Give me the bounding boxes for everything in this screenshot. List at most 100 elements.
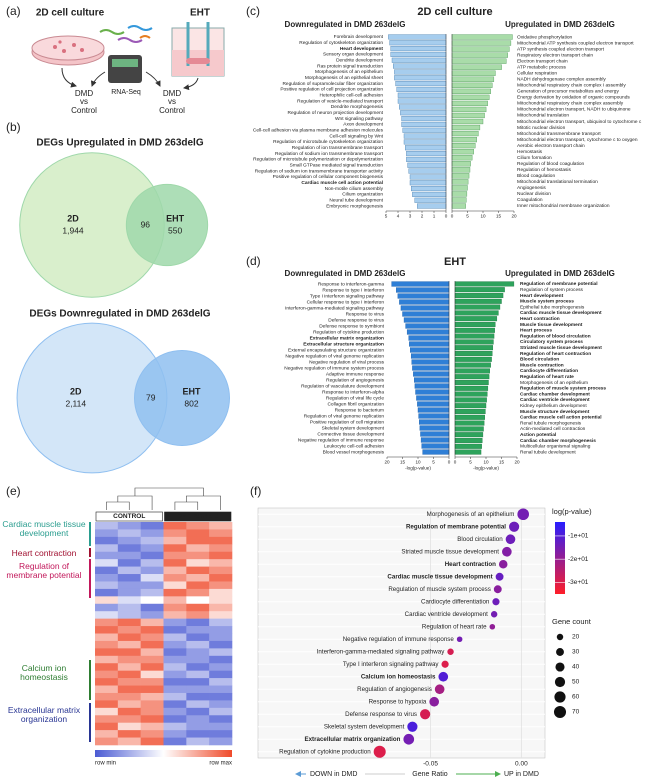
bar (451, 118, 484, 125)
x-tick-label: -0.05 (423, 761, 438, 768)
term-label: Morphogenesis of an epithelial sheet (305, 75, 384, 81)
x-tick-label: 2 (421, 214, 424, 219)
term-label: Mitochondrial electron transport, ubiqui… (517, 119, 642, 125)
heatmap-cell (95, 692, 119, 701)
term-label: Embryonic morphogenesis (326, 203, 383, 209)
term-label: Connective tissue development (317, 431, 384, 437)
term-label: Skeletal system development (324, 723, 405, 730)
heatmap-cell (163, 581, 187, 590)
heatmap-cell (117, 640, 141, 649)
annotation-label: Heart contraction (11, 548, 77, 558)
x-tick-label: 3 (409, 214, 412, 219)
bar (451, 155, 473, 161)
term-label: Type I interferon signaling pathway (310, 293, 385, 299)
bar (451, 106, 487, 113)
bar (418, 413, 450, 419)
bar (451, 130, 479, 137)
color-scale (95, 750, 232, 757)
bar (420, 437, 450, 443)
heatmap-cell (186, 715, 210, 723)
venn-set-label: 2D (70, 386, 82, 396)
bar (451, 173, 470, 179)
term-label: Hemostasis (517, 149, 543, 155)
bar (454, 327, 495, 333)
bar (401, 121, 447, 127)
dot (509, 521, 520, 532)
term-label: Heart development (520, 293, 564, 299)
color-tick-label: -2e+01 (568, 556, 589, 563)
dot (502, 546, 512, 557)
heatmap-cell (140, 529, 164, 538)
venn-title: DEGs Downregulated in DMD 263delG (29, 309, 210, 320)
term-label: Regulation of sodium ion transmembrane t… (275, 151, 384, 157)
heatmap-cell (140, 626, 164, 634)
bar (391, 57, 447, 63)
dot (505, 534, 516, 545)
x-tick-label: 5 (469, 460, 472, 465)
annotation-label: Regulation of membrane potential (6, 561, 82, 580)
term-label: Positive regulation of cell projection o… (280, 87, 383, 93)
heatmap-cell (117, 611, 141, 619)
heatmap-cell (209, 522, 233, 530)
heatmap-cell (186, 648, 210, 657)
bar (454, 409, 486, 415)
heatmap-cell (117, 663, 141, 671)
term-label: Heart contraction (445, 561, 496, 568)
x-tick-label: 0 (454, 460, 457, 465)
term-label: Heterophilic cell-cell adhesion (320, 93, 384, 99)
heatmap-cell (163, 566, 187, 575)
heatmap-cell (140, 722, 164, 731)
heatmap-cell (186, 596, 210, 605)
size-key-label: 60 (572, 694, 580, 701)
bar (406, 156, 447, 162)
bar (413, 371, 450, 377)
heatmap-cell (117, 588, 141, 597)
bar (419, 419, 450, 425)
bar (454, 333, 495, 339)
heatmap-cell (186, 722, 210, 731)
term-label: Ras protein signal transduction (317, 63, 383, 69)
term-label: Angiogenesis (517, 185, 546, 191)
term-label: Regulation of microtubule cytoskeleton o… (273, 139, 383, 145)
bar (389, 40, 447, 46)
bar (451, 64, 502, 70)
term-label: Mitochondrial respiratory chain complex … (517, 83, 626, 89)
bar (421, 443, 450, 449)
heatmap-cell (209, 670, 233, 679)
x-tick-label: 20 (514, 460, 520, 465)
heatmap-cell (186, 626, 210, 634)
dot (517, 508, 530, 521)
term-label: Regulation of viral life cycle (326, 395, 384, 401)
bar (454, 304, 501, 310)
size-key-label: 70 (572, 709, 580, 716)
term-label: Leukocyte cell-cell adhesion (324, 443, 384, 449)
heatmap-cell (163, 596, 187, 605)
term-label: Cardiac ventricle development (405, 611, 489, 618)
bar (451, 136, 477, 143)
heatmap-cell (140, 737, 164, 746)
heatmap-cell (95, 640, 119, 649)
heatmap-cell (140, 536, 164, 545)
x-tick-label: 15 (496, 214, 502, 219)
heatmap-cell (209, 596, 233, 605)
heatmap-cell (209, 678, 233, 686)
bar (388, 34, 447, 40)
venn-set-label: EHT (182, 386, 201, 396)
heatmap-cell (117, 730, 141, 738)
term-label: Inner mitochondrial membrane organizatio… (517, 203, 610, 209)
term-label: Extracellular matrix organization (310, 335, 384, 341)
plot-area (257, 507, 546, 759)
heatmap-cell (117, 522, 141, 530)
term-label: Interferon-gamma-mediated signaling path… (285, 305, 385, 311)
x-tick-label: 0 (445, 214, 448, 219)
heatmap-cell (186, 730, 210, 738)
eht-tissue (186, 58, 210, 64)
bar (399, 299, 450, 305)
panel-subtitle: Downregulated in DMD 263delG (285, 20, 406, 29)
dot (490, 611, 498, 618)
bar (451, 167, 471, 173)
heatmap-cell (117, 529, 141, 538)
bar (405, 145, 447, 151)
heatmap-cell (209, 655, 233, 664)
dot (373, 745, 386, 758)
